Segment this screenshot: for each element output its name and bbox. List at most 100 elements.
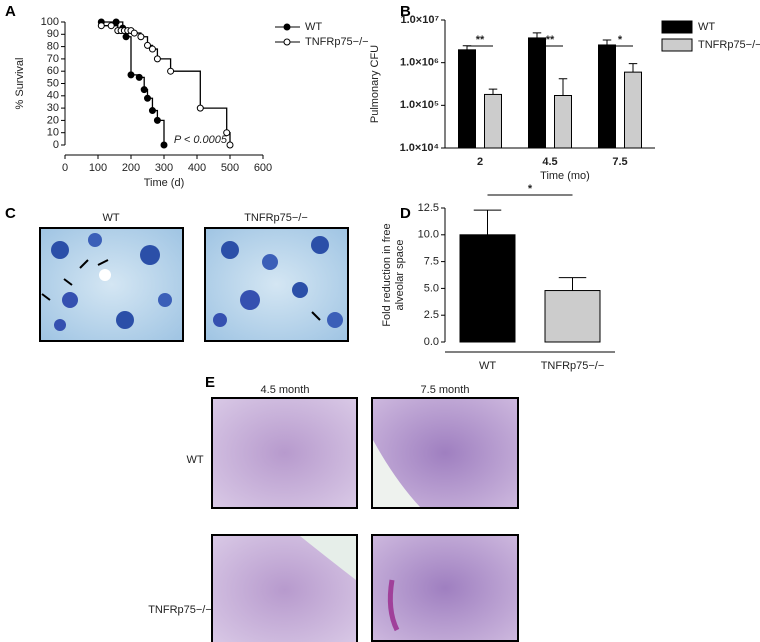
- micrograph: [204, 227, 349, 342]
- y-axis-label: Fold reduction in free: [381, 223, 393, 326]
- x-tick-label: TNFRp75−/−: [541, 360, 605, 372]
- survival-marker: [112, 18, 120, 26]
- panel-label: A: [5, 3, 16, 20]
- legend-marker: [283, 23, 291, 31]
- x-tick-label: 400: [188, 162, 206, 174]
- y-tick-label: 70: [47, 53, 59, 65]
- x-tick-label: 200: [122, 162, 140, 174]
- error-bar: [628, 63, 638, 73]
- survival-marker: [148, 107, 156, 115]
- image-caption: WT: [102, 212, 119, 224]
- error-bar: [473, 209, 502, 235]
- bar: [458, 49, 476, 149]
- x-tick-label: 600: [254, 162, 272, 174]
- error-bar: [558, 78, 568, 96]
- bar: [554, 95, 572, 149]
- bar: [544, 290, 601, 343]
- y-tick-label: 30: [47, 102, 59, 114]
- survival-marker: [144, 94, 151, 102]
- y-tick-label: 100: [41, 16, 59, 28]
- error-bar: [488, 88, 498, 95]
- survival-marker: [153, 116, 161, 124]
- survival-marker: [130, 29, 138, 37]
- y-tick-label: 10.0: [418, 229, 439, 241]
- row-label: TNFRp75−/−: [148, 604, 212, 616]
- y-tick-label: 90: [47, 28, 59, 40]
- survival-marker: [127, 71, 135, 79]
- legend-marker: [283, 38, 291, 46]
- y-tick-label: 0.0: [424, 336, 439, 348]
- histology-image: [211, 534, 358, 642]
- column-label: 7.5 month: [421, 384, 470, 396]
- panel-label: B: [400, 3, 411, 20]
- y-tick-label: 12.5: [418, 202, 439, 214]
- legend-label: TNFRp75−/−: [305, 36, 369, 48]
- x-axis-label: Time (mo): [540, 170, 590, 182]
- survival-line: [101, 25, 231, 145]
- column-label: 4.5 month: [261, 384, 310, 396]
- y-tick-label: 1.0×10⁵: [400, 99, 439, 111]
- x-tick-label: 4.5: [542, 156, 557, 168]
- x-tick-label: 7.5: [612, 156, 627, 168]
- error-bar: [532, 32, 542, 38]
- survival-marker: [226, 141, 234, 149]
- panel-label: D: [400, 205, 411, 222]
- bar: [459, 234, 516, 343]
- y-axis-label: % Survival: [14, 58, 26, 110]
- y-tick-label: 50: [47, 77, 59, 89]
- significance-label: **: [546, 34, 555, 46]
- survival-marker: [97, 22, 105, 30]
- error-bar: [602, 39, 612, 45]
- y-tick-label: 10: [47, 127, 59, 139]
- y-axis-label: alveolar space: [394, 240, 406, 311]
- legend-label: TNFRp75−/−: [698, 39, 760, 51]
- error-bar: [558, 277, 587, 291]
- legend-swatch: [661, 38, 693, 52]
- y-tick-label: 1.0×10⁷: [401, 14, 440, 26]
- y-tick-label: 5.0: [424, 282, 439, 294]
- x-tick-label: 0: [62, 162, 68, 174]
- legend-label: WT: [305, 21, 322, 33]
- survival-marker: [223, 129, 231, 137]
- y-tick-label: 20: [47, 114, 59, 126]
- bar: [528, 37, 546, 149]
- significance-label: *: [528, 183, 533, 195]
- legend-swatch: [661, 20, 693, 34]
- survival-marker: [122, 33, 130, 41]
- survival-marker: [140, 86, 148, 94]
- survival-marker: [160, 141, 168, 149]
- bar: [624, 71, 642, 149]
- survival-marker: [153, 55, 161, 63]
- significance-label: **: [476, 34, 485, 46]
- annotation: P < 0.0005: [174, 134, 228, 146]
- survival-marker: [148, 45, 156, 53]
- y-tick-label: 40: [47, 90, 59, 102]
- histology-image: [371, 397, 519, 509]
- survival-marker: [167, 67, 175, 75]
- y-tick-label: 1.0×10⁶: [400, 57, 439, 69]
- y-tick-label: 80: [47, 41, 59, 53]
- survival-marker: [196, 104, 204, 112]
- y-axis-label: Pulmonary CFU: [369, 45, 381, 123]
- x-tick-label: 300: [155, 162, 173, 174]
- survival-marker: [137, 33, 145, 41]
- y-tick-label: 0: [53, 139, 59, 151]
- legend-label: WT: [698, 21, 715, 33]
- significance-label: *: [618, 34, 623, 46]
- survival-line: [101, 21, 165, 145]
- survival-marker: [144, 41, 151, 49]
- panel-label: C: [5, 205, 16, 222]
- x-tick-label: 2: [477, 156, 483, 168]
- x-tick-label: 500: [221, 162, 239, 174]
- image-caption: TNFRp75−/−: [244, 212, 308, 224]
- survival-marker: [135, 73, 143, 81]
- survival-marker: [107, 22, 115, 30]
- x-axis-label: Time (d): [144, 177, 185, 189]
- panel-label: E: [205, 374, 215, 391]
- y-tick-label: 7.5: [424, 256, 439, 268]
- y-tick-label: 1.0×10⁴: [400, 142, 439, 154]
- y-tick-label: 2.5: [424, 309, 439, 321]
- bar: [484, 93, 502, 149]
- bar: [598, 44, 616, 149]
